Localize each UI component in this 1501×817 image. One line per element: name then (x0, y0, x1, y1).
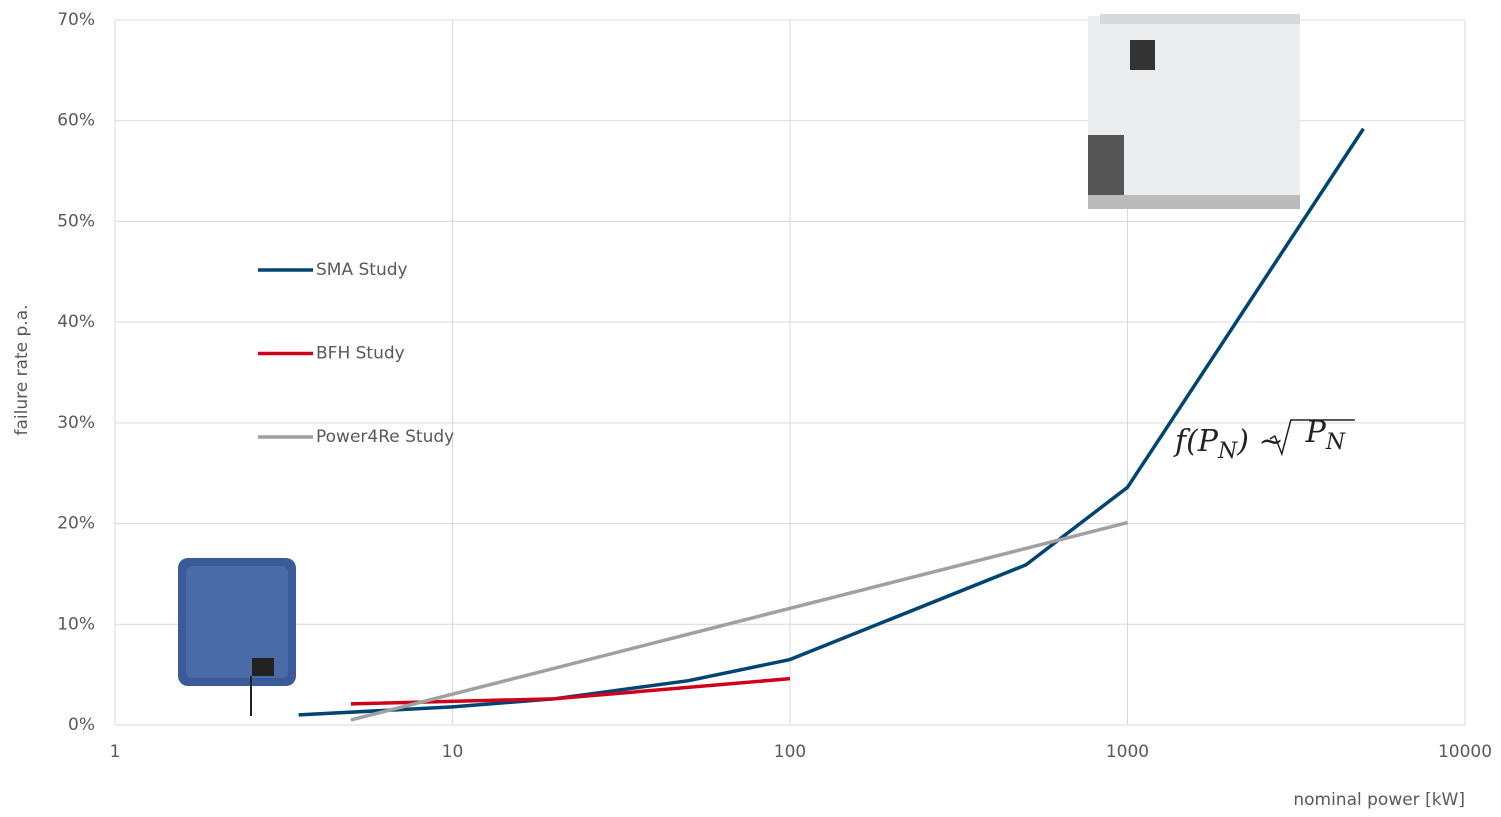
x-tick-label: 1 (110, 742, 121, 762)
y-tick-label: 20% (57, 514, 95, 534)
x-axis-label: nominal power [kW] (1293, 790, 1465, 810)
x-tick-label: 10000 (1438, 742, 1492, 762)
x-tick-label: 10 (442, 742, 464, 762)
y-tick-label: 60% (57, 111, 95, 131)
y-tick-label: 0% (68, 715, 95, 735)
small-inverter (178, 558, 296, 716)
y-tick-label: 70% (57, 10, 95, 30)
y-tick-label: 50% (57, 211, 95, 231)
formula: f(PN) ~PN (1173, 415, 1346, 464)
y-tick-label: 10% (57, 614, 95, 634)
legend-label: SMA Study (316, 260, 408, 280)
x-tick-label: 100 (774, 742, 806, 762)
formula-subscript: N (1217, 439, 1238, 464)
x-tick-label: 1000 (1106, 742, 1149, 762)
formula-subscript: N (1325, 430, 1346, 455)
y-tick-label: 40% (57, 312, 95, 332)
y-axis-label: failure rate p.a. (12, 304, 32, 435)
legend-label: Power4Re Study (316, 427, 454, 447)
formula-part: f(P (1173, 424, 1219, 459)
large-inverter (1088, 14, 1300, 209)
legend-label: BFH Study (316, 344, 405, 364)
data-line (351, 523, 1128, 720)
data-line (351, 679, 790, 704)
data-line (299, 129, 1364, 715)
y-tick-label: 30% (57, 413, 95, 433)
chart: failure rate p.a. nominal power [kW] f(P… (0, 0, 1501, 813)
